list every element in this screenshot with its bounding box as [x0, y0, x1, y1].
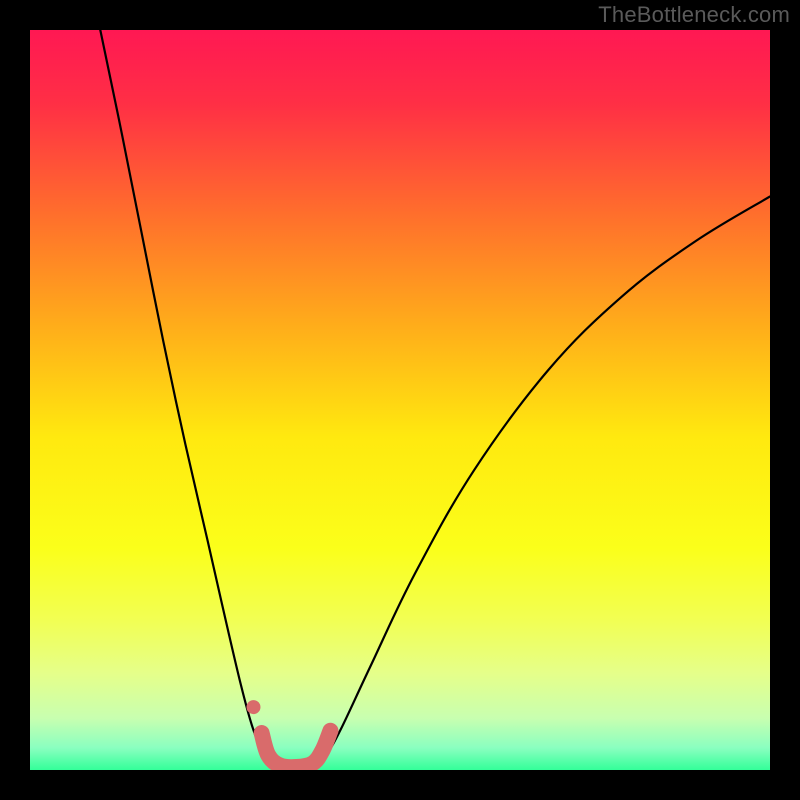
watermark-text: TheBottleneck.com [598, 2, 790, 28]
plot-svg [30, 30, 770, 770]
highlight-dot [246, 700, 260, 714]
chart-canvas: TheBottleneck.com [0, 0, 800, 800]
gradient-background [30, 30, 770, 770]
plot-area [30, 30, 770, 770]
